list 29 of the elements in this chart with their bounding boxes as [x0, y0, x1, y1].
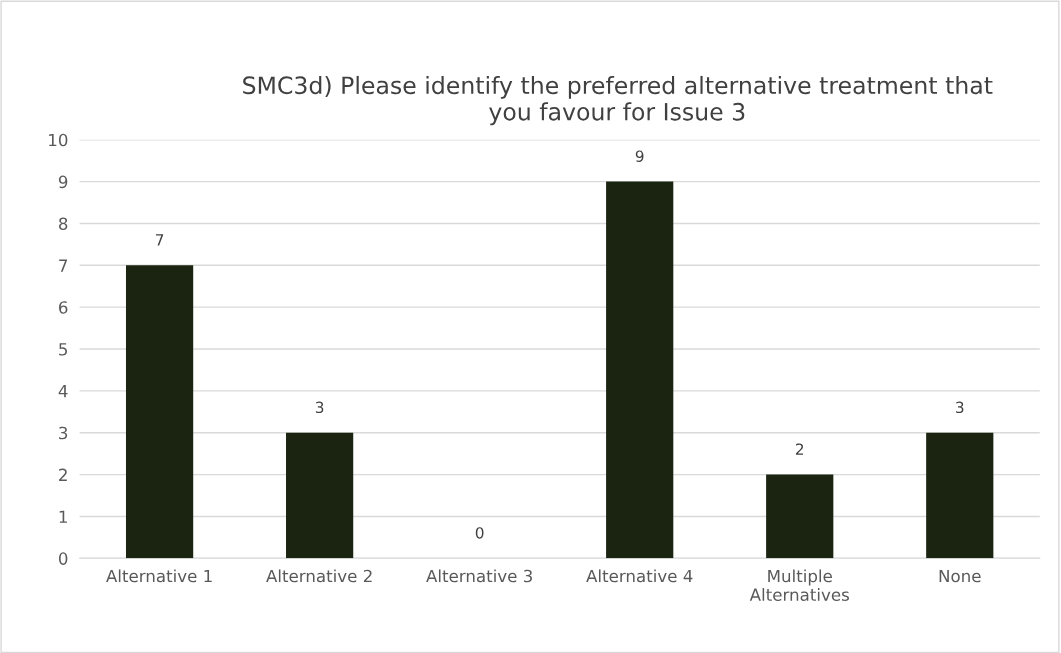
- bar: [766, 474, 834, 559]
- y-tick-label: 0: [58, 552, 68, 565]
- y-tick-label: 2: [59, 468, 67, 481]
- y-tick-label: 5: [59, 343, 68, 356]
- y-tick-label: 6: [59, 301, 68, 314]
- y-tick-label: 10: [49, 133, 68, 147]
- data-label: 7: [155, 234, 164, 246]
- x-tick-label: Alternative 3: [426, 569, 532, 583]
- bar: [606, 181, 674, 559]
- y-tick-label: 4: [58, 385, 68, 398]
- data-label: 3: [315, 401, 324, 414]
- y-tick-label: 1: [59, 510, 67, 523]
- data-label: 0: [475, 527, 484, 539]
- x-tick-label: Multiple Alternatives: [749, 569, 849, 601]
- y-tick-label: 3: [59, 426, 68, 440]
- bar: [926, 432, 994, 559]
- x-tick-label: Alternative 1: [106, 569, 212, 583]
- data-label: 2: [795, 443, 804, 455]
- y-tick-label: 8: [58, 217, 68, 231]
- y-tick-label: 7: [59, 259, 68, 272]
- bar: [286, 432, 354, 559]
- x-tick-label: Alternative 4: [586, 569, 693, 583]
- data-label: 9: [635, 150, 644, 162]
- chart-title: SMC3d) Please identify the preferred alternative treatment that you favour for Issue 3: [243, 75, 993, 126]
- data-label: 3: [956, 401, 964, 414]
- x-tick-label: Alternative 2: [266, 569, 372, 583]
- x-tick-label: None: [939, 569, 981, 583]
- y-tick-label: 9: [58, 175, 68, 189]
- bar: [125, 265, 194, 559]
